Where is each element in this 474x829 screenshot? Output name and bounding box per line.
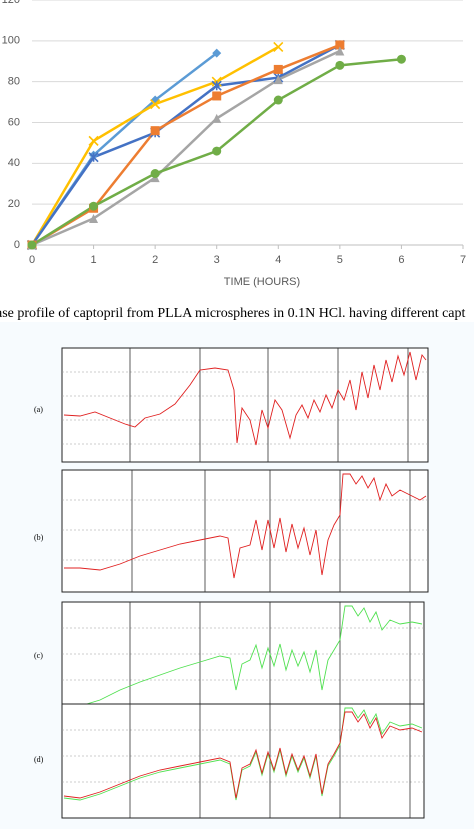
marker <box>273 95 283 105</box>
y-tick-label: 20 <box>8 198 20 210</box>
x-tick-label: 0 <box>29 254 35 266</box>
marker <box>335 60 345 70</box>
marker <box>273 41 284 53</box>
marker <box>89 201 99 211</box>
spectrum-curve <box>63 711 423 799</box>
marker <box>212 48 222 58</box>
spectrum-curve <box>64 473 427 579</box>
series-line <box>31 43 341 247</box>
y-tick-label: 0 <box>14 239 20 251</box>
marker <box>27 240 37 250</box>
marker <box>273 64 283 74</box>
x-tick-label: 4 <box>275 254 281 266</box>
marker <box>335 40 345 50</box>
x-tick-label: 5 <box>337 254 343 266</box>
spectrum-curve <box>63 707 423 801</box>
marker <box>150 126 160 136</box>
marker <box>212 146 222 156</box>
spectrum-frame <box>61 347 429 463</box>
spectrum-frame <box>61 601 425 717</box>
x-tick-label: 1 <box>91 254 97 266</box>
marker <box>88 135 99 146</box>
y-tick-label: 120 <box>2 0 20 6</box>
x-axis-title: TIME (HOURS) <box>224 276 300 288</box>
release-chart: 0 20 40 60 80 100 120 0 1 2 3 4 5 6 7 <box>2 0 466 266</box>
spectrum-frame <box>61 703 425 819</box>
marker <box>88 152 99 163</box>
spectrum-curve <box>63 351 427 446</box>
series-line <box>30 43 341 246</box>
series-line <box>31 49 341 247</box>
marker <box>150 169 160 179</box>
x-tick-label: 2 <box>152 254 158 266</box>
panel-label: (a) <box>34 405 43 414</box>
panel-label: (b) <box>34 533 44 542</box>
spectrum-frame <box>61 469 429 593</box>
x-tick-label: 3 <box>214 254 220 266</box>
x-tick-label: 7 <box>460 254 466 266</box>
marker <box>212 113 222 123</box>
spectra-figure: (a) (b) (c) (d) <box>0 322 474 829</box>
y-tick-label: 80 <box>8 76 20 88</box>
panel-label: (d) <box>34 755 44 764</box>
marker <box>211 80 222 91</box>
y-tick-label: 100 <box>2 35 20 47</box>
series-line <box>30 45 279 246</box>
marker <box>335 46 345 56</box>
spectrum-curve <box>63 605 423 707</box>
y-tick-label: 60 <box>8 116 20 128</box>
figure-caption: ase profile of captopril from PLLA micro… <box>0 306 466 321</box>
x-tick-label: 6 <box>398 254 404 266</box>
y-tick-label: 40 <box>8 157 20 169</box>
marker <box>89 213 99 223</box>
marker <box>150 99 161 110</box>
marker <box>212 91 222 101</box>
marker <box>273 75 283 85</box>
marker <box>396 54 406 64</box>
panel-label: (c) <box>34 651 43 660</box>
